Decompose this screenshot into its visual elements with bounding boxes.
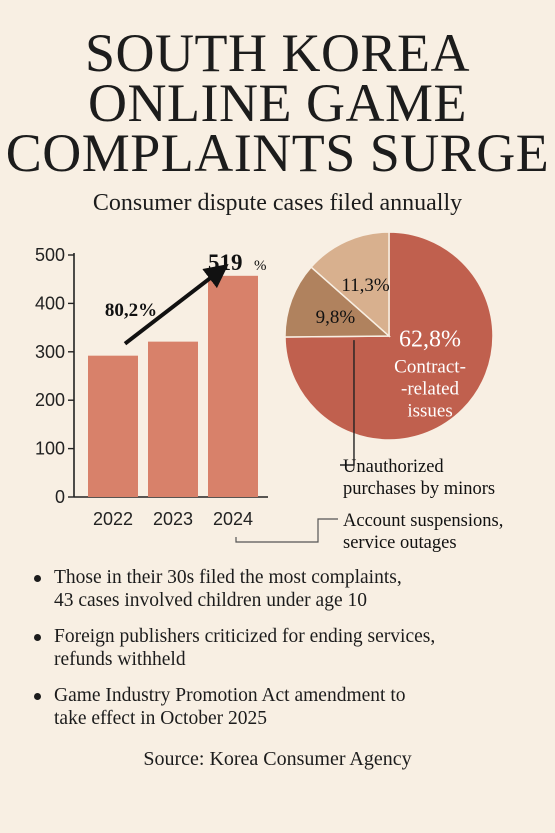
bullet-dot	[34, 575, 41, 582]
bar-2024	[208, 275, 258, 497]
source-note: Source: Korea Consumer Agency	[143, 748, 412, 770]
bar-2023	[148, 341, 198, 497]
pie-value-label: 62,8%	[399, 327, 461, 353]
growth-percent-label: 80,2%	[105, 300, 157, 321]
top-value-suffix: %	[254, 258, 267, 274]
callout-line	[340, 340, 355, 466]
bullet-item: Foreign publishers criticized for ending…	[30, 625, 540, 671]
pie-slice-2	[284, 266, 391, 338]
top-value-label: 519	[208, 250, 243, 275]
callout-label: Unauthorized	[343, 457, 444, 477]
bullet-item: Game Industry Promotion Act amendment to…	[30, 684, 540, 730]
pie-slice-3	[310, 231, 390, 338]
y-tick-label: 500	[35, 245, 65, 265]
pie-slice-name: issues	[407, 401, 452, 422]
y-tick-label: 0	[55, 487, 65, 507]
callout-label: purchases by minors	[343, 479, 495, 499]
bar-2022	[88, 355, 138, 497]
title-line: ONLINE GAME	[88, 73, 467, 133]
pie-slice-name: -related	[401, 379, 460, 400]
y-tick-label: 200	[35, 390, 65, 410]
bar-chart: 0 100 200 300 400 500 2022 2023 2024 80,2% 519%	[35, 245, 268, 529]
bullet-text: Those in their 30s filed the most compla…	[54, 567, 402, 611]
y-tick-label: 400	[35, 293, 65, 313]
growth-arrow	[123, 263, 229, 346]
x-tick-label: 2023	[153, 509, 193, 529]
infographic-chart: 0 100 200 300 400 500 2022 2023 2024 80,2% 519% 62…	[35, 231, 503, 553]
x-tick-label: 2022	[93, 509, 133, 529]
x-tick-label: 2024	[213, 509, 253, 529]
title-line: COMPLAINTS SURGE	[5, 123, 550, 183]
bullet-dot	[34, 634, 41, 641]
y-tick-label: 100	[35, 439, 65, 459]
pie-value-label: 9,8%	[316, 307, 356, 328]
bullet-item: Those in their 30s filed the most compla…	[30, 566, 540, 612]
bullet-text: Game Industry Promotion Act amendment to…	[54, 685, 406, 729]
bullet-text: Foreign publishers criticized for ending…	[54, 626, 436, 670]
y-tick-label: 300	[35, 342, 65, 362]
chart-subtitle: Consumer dispute cases filed annually	[92, 190, 463, 216]
pie-value-label: 11,3%	[341, 275, 390, 296]
pie-slice-name: Contract-	[394, 357, 466, 378]
bullet-list: Those in their 30s filed the most compla…	[30, 566, 540, 743]
callout-label: service outages	[343, 533, 457, 553]
callout-line	[235, 518, 338, 543]
callout-label: Account suspensions,	[343, 511, 503, 531]
pie-slice-1	[284, 231, 494, 441]
page-title: SOUTH KOREA ONLINE GAME COMPLAINTS SURGE	[0, 23, 555, 183]
bullet-dot	[34, 693, 41, 700]
title-line: SOUTH KOREA	[84, 23, 470, 83]
